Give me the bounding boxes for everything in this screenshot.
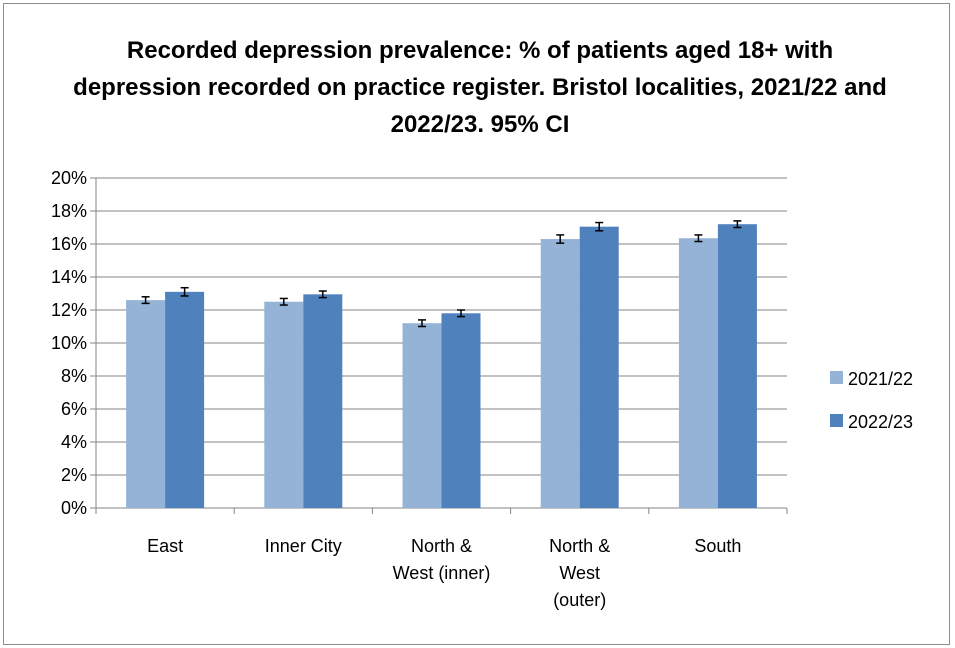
x-tick-label-line: Inner City [265,536,342,556]
y-tick-label: 8% [61,366,87,386]
x-tick-label: Inner City [265,536,342,556]
y-tick-label: 20% [51,168,87,188]
x-tick-label-line: West [559,563,600,583]
x-tick-label: East [147,536,183,556]
bar [402,323,442,508]
bar [126,300,166,508]
bar [540,239,580,509]
chart-title: Recorded depression prevalence: % of pat… [73,37,887,138]
legend-swatch [830,371,843,384]
legend-swatch [830,414,843,427]
bar [717,224,757,508]
y-tick-label: 0% [61,498,87,518]
y-tick-label: 10% [51,333,87,353]
x-tick-label-line: North & [549,536,610,556]
y-tick-label: 14% [51,267,87,287]
bar [441,313,481,508]
x-tick-label: North & West (inner) [393,536,491,583]
x-tick-label-line: East [147,536,183,556]
y-tick-label: 12% [51,300,87,320]
x-tick-label-line: North & [411,536,472,556]
x-tick-label: South [694,536,741,556]
y-tick-label: 6% [61,399,87,419]
legend-label: 2022/23 [848,412,913,432]
x-tick-label-line: West (inner) [393,563,491,583]
x-tick-label-line: South [694,536,741,556]
bar [165,291,205,508]
bar [579,226,619,509]
y-tick-label: 4% [61,432,87,452]
bar [264,301,304,508]
bar [678,238,718,508]
y-tick-label: 2% [61,465,87,485]
x-tick-label: North & West (outer) [549,536,610,610]
x-tick-label-line: (outer) [553,590,606,610]
legend-label: 2021/22 [848,369,913,389]
y-tick-label: 16% [51,234,87,254]
bar [303,294,343,508]
y-tick-label: 18% [51,201,87,221]
